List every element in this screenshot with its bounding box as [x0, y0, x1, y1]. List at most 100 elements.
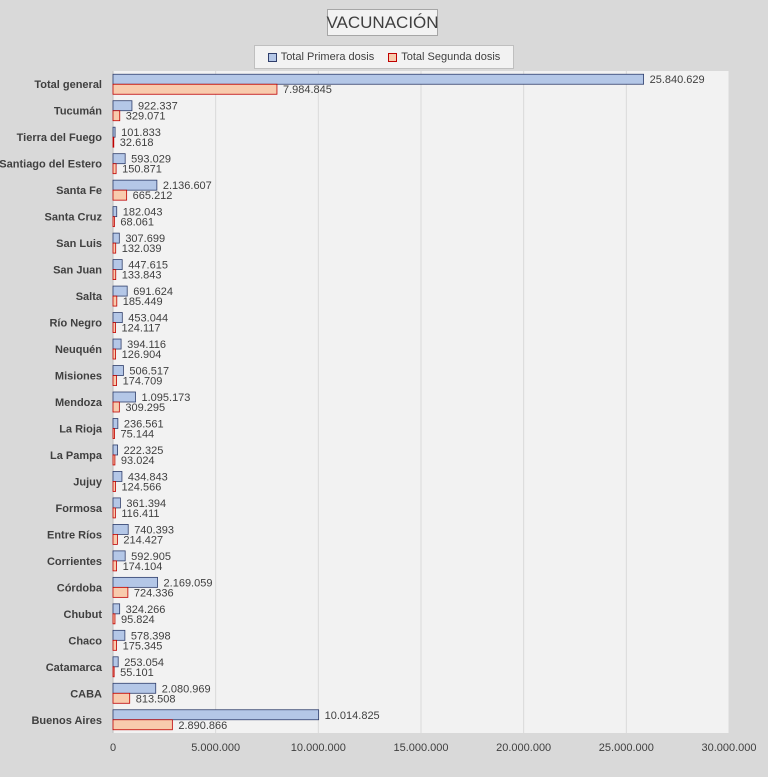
category-label: Chaco: [68, 635, 102, 647]
data-label-segunda: 124.566: [122, 481, 162, 493]
data-label-primera: 2.136.607: [163, 180, 212, 192]
data-label-segunda: 813.508: [136, 693, 176, 705]
category-label: Corrientes: [47, 556, 102, 568]
bar-primera: [112, 656, 119, 668]
bar-primera: [112, 682, 157, 694]
bar-segunda: [112, 428, 115, 439]
data-label-primera: 25.840.629: [650, 74, 705, 86]
bar-segunda: [112, 110, 121, 122]
x-tick-label: 5.000.000: [191, 742, 240, 754]
data-label-primera: 307.699: [125, 233, 165, 245]
bar-primera: [112, 259, 123, 271]
bar-primera: [112, 709, 320, 721]
bar-segunda: [112, 322, 116, 333]
data-label-segunda: 93.024: [121, 455, 155, 467]
x-tick-label: 0: [110, 742, 116, 754]
bar-primera: [112, 629, 126, 641]
chart-legend: Total Primera dosis Total Segunda dosis: [254, 45, 514, 69]
bar-primera: [112, 312, 123, 323]
data-label-primera: 361.394: [126, 498, 166, 510]
data-label-primera: 182.043: [123, 207, 163, 219]
category-label: Tierra del Fuego: [17, 132, 103, 144]
bar-primera: [112, 444, 118, 456]
data-label-primera: 593.029: [131, 154, 171, 166]
category-label: Santa Cruz: [45, 212, 103, 224]
legend-item-segunda: Total Segunda dosis: [388, 51, 500, 63]
legend-label-segunda: Total Segunda dosis: [401, 51, 501, 63]
x-tick-label: 30.000.000: [701, 742, 756, 754]
data-label-primera: 2.169.059: [164, 577, 213, 589]
data-label-primera: 236.561: [124, 418, 164, 430]
data-label-primera: 101.833: [121, 127, 161, 139]
data-label-primera: 324.266: [126, 604, 166, 616]
data-label-segunda: 2.890.866: [178, 720, 227, 732]
category-label: Total general: [34, 79, 102, 91]
data-label-segunda: 185.449: [123, 296, 163, 308]
data-label-primera: 2.080.969: [162, 683, 211, 695]
legend-item-primera: Total Primera dosis: [267, 51, 375, 63]
data-label-segunda: 724.336: [134, 587, 174, 599]
legend-label-primera: Total Primera dosis: [280, 51, 375, 63]
x-tick-label: 20.000.000: [496, 742, 551, 754]
data-label-segunda: 214.427: [123, 534, 163, 546]
data-label-primera: 253.054: [124, 657, 164, 669]
data-label-segunda: 175.345: [123, 640, 163, 652]
bar-segunda: [112, 401, 120, 413]
data-label-segunda: 7.984.845: [283, 84, 332, 96]
bar-segunda: [112, 666, 115, 678]
data-label-segunda: 95.824: [121, 614, 155, 626]
bar-segunda: [112, 348, 117, 360]
data-label-primera: 394.116: [127, 339, 166, 351]
bar-segunda: [112, 295, 118, 307]
category-label: Santa Fe: [56, 185, 102, 197]
category-label: CABA: [70, 688, 102, 700]
data-label-primera: 10.014.825: [325, 710, 380, 722]
data-label-primera: 434.843: [128, 471, 168, 483]
category-label: Tucumán: [54, 106, 102, 118]
x-tick-label: 10.000.000: [291, 742, 346, 754]
data-label-primera: 740.393: [134, 524, 174, 536]
data-label-primera: 453.044: [128, 313, 168, 325]
data-label-segunda: 32.618: [120, 137, 154, 149]
category-label: San Luis: [56, 238, 102, 250]
data-label-segunda: 309.295: [125, 402, 165, 414]
bar-segunda: [112, 216, 115, 228]
category-label: San Juan: [53, 265, 102, 277]
data-label-segunda: 132.039: [122, 243, 162, 255]
data-label-primera: 506.517: [129, 366, 169, 378]
data-label-primera: 592.905: [131, 551, 171, 563]
bar-primera: [112, 365, 124, 376]
data-label-primera: 578.398: [131, 630, 171, 642]
chart-title: VACUNACIÓN: [326, 9, 439, 36]
bar-segunda: [112, 163, 117, 175]
bar-primera: [112, 232, 120, 244]
bar-primera: [112, 126, 116, 138]
bar-segunda: [112, 136, 115, 148]
legend-swatch-segunda: [388, 52, 398, 62]
x-tick-label: 25.000.000: [599, 742, 654, 754]
bar-segunda: [112, 189, 128, 201]
bar-primera: [112, 603, 121, 615]
bar-primera: [112, 206, 118, 218]
bar-segunda: [112, 613, 116, 625]
bar-primera: [112, 524, 129, 535]
bar-primera: [112, 179, 158, 191]
bar-primera: [112, 550, 126, 562]
data-label-primera: 1.095.173: [141, 392, 190, 404]
bar-primera: [112, 285, 128, 297]
bar-segunda: [112, 454, 116, 466]
bar-primera: [112, 471, 123, 482]
data-label-segunda: 133.843: [122, 270, 162, 282]
bar-segunda: [112, 560, 117, 572]
category-label: La Rioja: [59, 423, 103, 435]
bar-segunda: [112, 534, 118, 545]
category-label: Catamarca: [46, 662, 103, 674]
category-label: Río Negro: [49, 318, 102, 330]
bar-primera: [112, 153, 126, 165]
bar-segunda: [112, 639, 118, 651]
category-label: Jujuy: [73, 476, 103, 488]
category-label: Córdoba: [57, 582, 103, 594]
data-label-segunda: 124.117: [122, 323, 161, 335]
bar-primera: [112, 391, 136, 403]
